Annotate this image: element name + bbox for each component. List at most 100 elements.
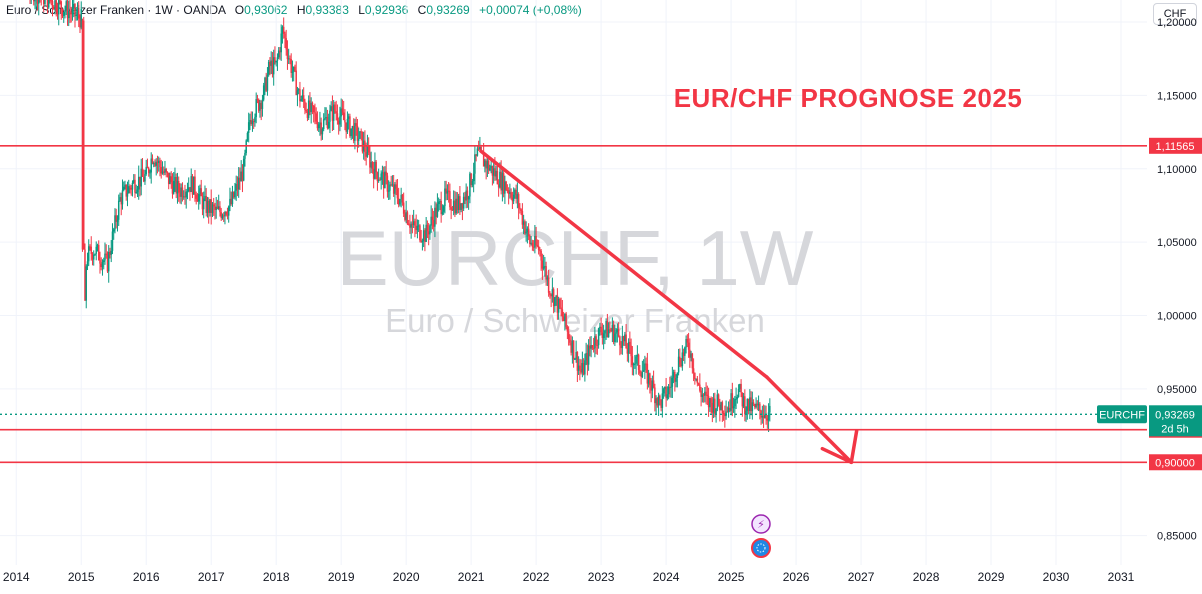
candle-body (441, 211, 444, 215)
candle-body (375, 161, 377, 173)
candle-body (582, 363, 585, 375)
candle-body (690, 353, 692, 358)
candle-body (239, 177, 241, 182)
candle-body (347, 116, 350, 119)
level-price-tag (1149, 137, 1202, 154)
candle-body (746, 398, 749, 411)
candle-body (632, 363, 635, 366)
candle-body (51, 1, 54, 8)
candle-body (261, 99, 264, 109)
candle-body (542, 266, 545, 269)
candle-body (596, 344, 599, 346)
candle-body (604, 330, 606, 334)
candle-body (126, 193, 129, 197)
candle-body (645, 363, 647, 365)
candle-body (595, 336, 597, 345)
y-tick-label: 0,85000 (1157, 531, 1197, 543)
candle-body (306, 111, 309, 118)
candle-body (125, 184, 127, 197)
candle-body (662, 389, 665, 394)
candle-body (66, 1, 69, 19)
candle-body (451, 209, 454, 211)
candle-body (612, 324, 615, 342)
candle-body (674, 371, 676, 382)
candle-body (147, 168, 150, 173)
candle-body (631, 356, 634, 366)
candle-body (404, 213, 406, 220)
candle-body (457, 196, 460, 210)
candle-body (701, 394, 704, 397)
candle-body (87, 246, 90, 262)
candle-body (192, 176, 195, 195)
candle-body (572, 340, 575, 360)
candle-body (560, 307, 562, 310)
candle-body (299, 89, 301, 102)
candle-body (341, 108, 344, 113)
candle-body (477, 148, 480, 150)
candle-body (277, 50, 280, 58)
candle-body (742, 396, 745, 407)
candle-body (142, 176, 145, 182)
candle-body (301, 95, 304, 100)
candle-body (471, 181, 474, 186)
candle-body (431, 216, 434, 220)
candle-body (67, 11, 70, 19)
candle-body (474, 154, 476, 174)
candle-body (186, 191, 189, 193)
candle-body (660, 400, 662, 408)
candle-body (720, 402, 722, 411)
candle-body (704, 391, 706, 396)
candle-body (171, 182, 174, 194)
candle-body (507, 190, 510, 194)
candle-body (547, 277, 550, 293)
candle-body (541, 260, 544, 269)
candle-body (744, 396, 746, 415)
candle-body (425, 224, 427, 242)
candle-body (525, 231, 527, 234)
candle-body (336, 113, 339, 121)
candle-body (767, 412, 770, 421)
candle-body (234, 190, 236, 198)
x-tick-label: 2023 (588, 570, 615, 584)
candle-body (61, 9, 64, 16)
x-tick-label: 2027 (848, 570, 875, 584)
candle-body (682, 352, 685, 356)
candle-body (432, 219, 435, 227)
candle-body (280, 33, 282, 53)
candle-body (610, 330, 612, 332)
candle-body (212, 204, 215, 207)
candle-body (85, 266, 87, 301)
y-tick-label: 1,10000 (1157, 164, 1197, 176)
candle-body (697, 383, 700, 385)
countdown-label: 2d 5h (1161, 423, 1189, 435)
candle-body (304, 101, 306, 110)
x-tick-label: 2016 (133, 570, 160, 584)
x-tick-label: 2015 (68, 570, 95, 584)
candle-body (327, 121, 330, 128)
candle-body (421, 241, 424, 243)
candle-body (667, 386, 670, 395)
candle-body (152, 163, 155, 165)
watermark-name: Euro / Schweizer Franken (385, 302, 765, 339)
candle-body (251, 121, 254, 125)
candle-body (614, 333, 616, 342)
candle-body (255, 98, 257, 118)
level-price-label: 0,90000 (1155, 457, 1195, 469)
candle-body (207, 200, 210, 213)
candle-body (279, 50, 281, 53)
candle-body (156, 161, 159, 163)
candle-body (539, 250, 541, 252)
candle-body (429, 225, 431, 235)
candle-body (664, 386, 666, 390)
candle-body (546, 277, 549, 280)
candle-body (511, 197, 514, 202)
candle-body (661, 393, 664, 408)
currency-button[interactable]: CHF (1153, 3, 1197, 25)
candle-body (274, 57, 276, 63)
candle-body (225, 211, 227, 215)
candle-body (44, 0, 46, 4)
candle-body (266, 74, 269, 91)
candle-body (371, 162, 374, 169)
candle-body (692, 368, 695, 373)
